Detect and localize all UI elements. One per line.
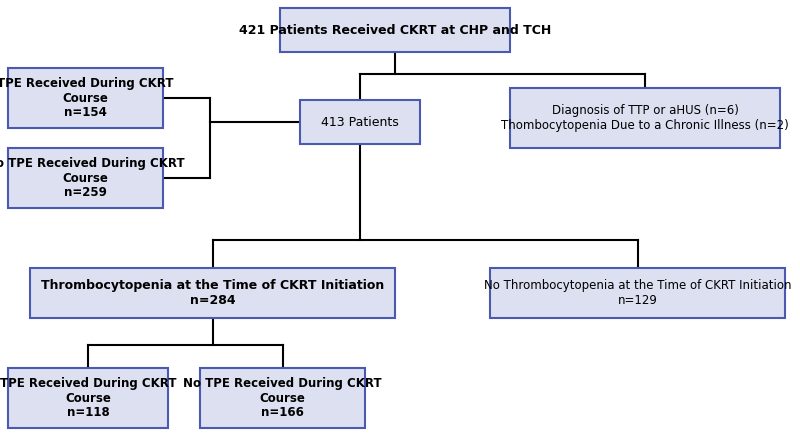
FancyBboxPatch shape (8, 68, 163, 128)
Text: Thrombocytopenia at the Time of CKRT Initiation
n=284: Thrombocytopenia at the Time of CKRT Ini… (41, 279, 384, 307)
Text: TPE Received During CKRT
Course
n=154: TPE Received During CKRT Course n=154 (0, 76, 174, 119)
Text: TPE Received During CKRT
Course
n=118: TPE Received During CKRT Course n=118 (0, 377, 176, 419)
Text: 421 Patients Received CKRT at CHP and TCH: 421 Patients Received CKRT at CHP and TC… (239, 23, 551, 37)
FancyBboxPatch shape (510, 88, 780, 148)
Text: Diagnosis of TTP or aHUS (n=6)
Thombocytopenia Due to a Chronic Illness (n=2): Diagnosis of TTP or aHUS (n=6) Thombocyt… (501, 104, 789, 132)
FancyBboxPatch shape (8, 368, 168, 428)
Text: No TPE Received During CKRT
Course
n=259: No TPE Received During CKRT Course n=259 (0, 156, 185, 199)
FancyBboxPatch shape (280, 8, 510, 52)
Text: No Thrombocytopenia at the Time of CKRT Initiation
n=129: No Thrombocytopenia at the Time of CKRT … (484, 279, 791, 307)
FancyBboxPatch shape (30, 268, 395, 318)
FancyBboxPatch shape (8, 148, 163, 208)
Text: 413 Patients: 413 Patients (321, 115, 399, 129)
FancyBboxPatch shape (300, 100, 420, 144)
FancyBboxPatch shape (490, 268, 785, 318)
Text: No TPE Received During CKRT
Course
n=166: No TPE Received During CKRT Course n=166 (183, 377, 382, 419)
FancyBboxPatch shape (200, 368, 365, 428)
